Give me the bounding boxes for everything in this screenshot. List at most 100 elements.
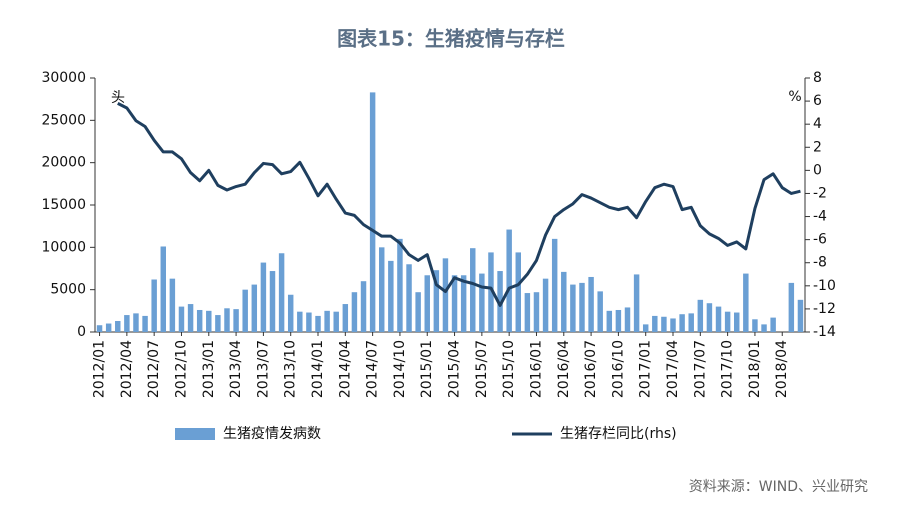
source: 资料来源：WIND、兴业研究 (689, 479, 868, 495)
bar (624, 307, 631, 332)
bar (433, 270, 440, 332)
bar (551, 238, 558, 332)
x-tick-label: 2014/10 (392, 340, 408, 398)
bar (451, 275, 458, 332)
bar (151, 279, 157, 332)
x-tick-label: 2014/07 (365, 340, 381, 398)
bar (697, 299, 704, 332)
bar (369, 92, 376, 332)
bar (533, 292, 540, 332)
bar (706, 303, 713, 332)
x-tick-label: 2013/07 (255, 340, 271, 398)
bar (105, 323, 112, 332)
bar (315, 315, 321, 332)
legend-swatch (175, 428, 215, 440)
bar (479, 273, 485, 332)
y-tick-label: 0 (77, 324, 86, 340)
bar (670, 318, 676, 332)
bar (297, 311, 303, 332)
bar (178, 306, 185, 332)
bar (597, 291, 603, 332)
bar (752, 319, 758, 332)
bar (615, 309, 622, 332)
bar (642, 324, 649, 332)
y2-tick-label: -10 (813, 278, 836, 294)
x-tick-label: 2012/01 (92, 340, 108, 398)
bar (661, 316, 667, 332)
bar (524, 293, 531, 332)
bar (770, 317, 776, 332)
bar (561, 271, 567, 332)
x-tick-label: 2018/01 (747, 340, 763, 398)
bar (269, 271, 276, 332)
legend-label: 生猪存栏同比(rhs) (560, 426, 677, 442)
chart-title: 图表15：生猪疫情与存栏 (337, 27, 565, 51)
bar (278, 253, 285, 332)
bar (515, 252, 521, 332)
bar (415, 292, 421, 332)
y2-tick-label: -12 (813, 301, 836, 317)
bar (470, 248, 476, 332)
bar (588, 276, 594, 332)
bar (96, 325, 103, 332)
y2-tick-label: 6 (813, 93, 822, 109)
bar (342, 304, 349, 332)
bar (242, 289, 248, 332)
x-tick-label: 2013/04 (228, 340, 244, 398)
bar (224, 308, 230, 332)
bar (287, 294, 294, 332)
x-tick-label: 2015/10 (501, 340, 517, 398)
bar (324, 310, 330, 332)
x-tick-label: 2012/04 (119, 340, 135, 398)
bar (206, 310, 212, 332)
bar (351, 292, 358, 332)
y2-tick-label: 8 (813, 70, 822, 86)
bar (688, 313, 694, 332)
bar (333, 311, 339, 332)
bar (724, 311, 731, 332)
bar (761, 324, 767, 332)
bar (160, 246, 166, 332)
bar (251, 284, 258, 332)
bar (633, 274, 640, 332)
bar (233, 309, 239, 332)
y2-tick-label: -14 (813, 324, 836, 340)
bar (734, 312, 740, 332)
bar (306, 312, 312, 332)
x-tick-label: 2017/01 (638, 340, 654, 398)
bar (260, 262, 267, 332)
bar (606, 310, 613, 332)
x-tick-label: 2016/10 (610, 340, 626, 398)
y2-tick-label: 0 (813, 162, 822, 178)
y-tick-label: 15000 (41, 197, 86, 213)
bar (397, 238, 403, 332)
x-tick-label: 2012/07 (146, 340, 162, 398)
x-tick-label: 2013/10 (283, 340, 299, 398)
bar (715, 306, 722, 332)
bar (652, 315, 658, 332)
bar (142, 315, 148, 332)
bar (215, 315, 221, 332)
y-tick-label: 30000 (41, 70, 86, 86)
x-tick-label: 2013/01 (201, 340, 217, 398)
bar (187, 304, 194, 332)
bar (570, 284, 576, 332)
y-tick-label: 20000 (41, 155, 86, 171)
bar (133, 313, 139, 332)
y2-tick-label: -8 (813, 255, 827, 271)
y2-tick-label: 4 (813, 116, 822, 132)
bar (542, 278, 549, 332)
bar (424, 275, 430, 332)
x-tick-label: 2015/04 (447, 340, 463, 398)
x-tick-label: 2014/01 (310, 340, 326, 398)
x-tick-label: 2015/07 (474, 340, 490, 398)
y2-tick-label: -2 (813, 185, 827, 201)
x-tick-label: 2016/04 (556, 340, 572, 398)
bar (797, 299, 804, 332)
y2-unit: % (788, 89, 801, 105)
bar (115, 320, 121, 332)
legend-label: 生猪疫情发病数 (223, 426, 321, 442)
bar (360, 281, 367, 332)
x-tick-label: 2014/04 (337, 340, 353, 398)
